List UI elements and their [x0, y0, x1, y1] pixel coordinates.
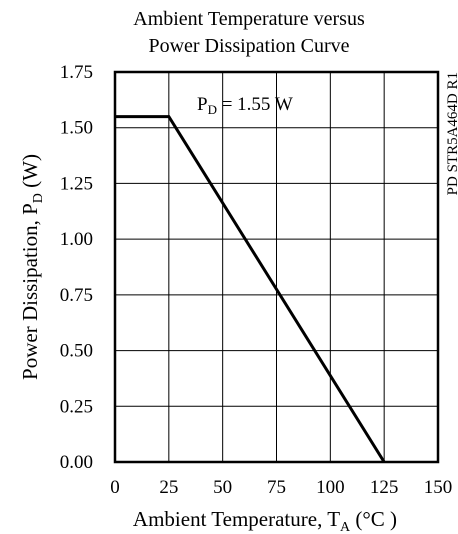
- pd-annotation: PD = 1.55 W: [197, 94, 293, 117]
- y-tick-label: 0.50: [60, 341, 93, 362]
- y-axis-title: Power Dissipation, PD (W): [18, 154, 46, 380]
- pd-annotation-prefix: P: [197, 94, 208, 115]
- y-tick-labels: 0.00 0.25 0.50 0.75 1.00 1.25 1.50 1.75: [60, 62, 93, 473]
- chart-title-line-2: Power Dissipation Curve: [148, 35, 349, 57]
- x-axis-title-subscript: A: [340, 520, 351, 534]
- x-tick-labels: 0 25 50 75 100 125 150: [110, 477, 452, 498]
- chart-title-line-1: Ambient Temperature versus: [133, 8, 365, 30]
- x-tick-label: 75: [267, 477, 286, 498]
- pd-annotation-value: = 1.55 W: [217, 94, 293, 115]
- y-tick-label: 1.75: [60, 62, 93, 83]
- y-tick-label: 0.00: [60, 452, 93, 473]
- y-axis-title-main: Power Dissipation, P: [18, 203, 42, 380]
- y-axis-title-unit: (W): [18, 154, 42, 193]
- x-tick-label: 150: [424, 477, 453, 498]
- y-tick-label: 1.50: [60, 118, 93, 139]
- plot-frame: [113, 70, 440, 464]
- x-tick-label: 125: [370, 477, 399, 498]
- grid-lines: [115, 72, 438, 462]
- pd-annotation-subscript: D: [208, 102, 217, 117]
- y-axis-title-subscript: D: [31, 193, 46, 203]
- y-tick-label: 0.75: [60, 285, 93, 306]
- x-tick-label: 50: [213, 477, 232, 498]
- series-layer: [115, 115, 386, 463]
- x-axis-title: Ambient Temperature, TA (°C ): [133, 507, 397, 534]
- x-tick-label: 25: [159, 477, 178, 498]
- x-axis-title-main: Ambient Temperature, T: [133, 507, 340, 531]
- x-tick-label: 0: [110, 477, 120, 498]
- side-label: PD STR5A464D R1: [445, 72, 458, 195]
- y-tick-label: 0.25: [60, 396, 93, 417]
- derating-curve-line: [115, 115, 386, 463]
- x-tick-label: 100: [316, 477, 345, 498]
- x-axis-title-unit: (°C ): [350, 507, 397, 531]
- y-tick-label: 1.00: [60, 229, 93, 250]
- y-tick-label: 1.25: [60, 173, 93, 194]
